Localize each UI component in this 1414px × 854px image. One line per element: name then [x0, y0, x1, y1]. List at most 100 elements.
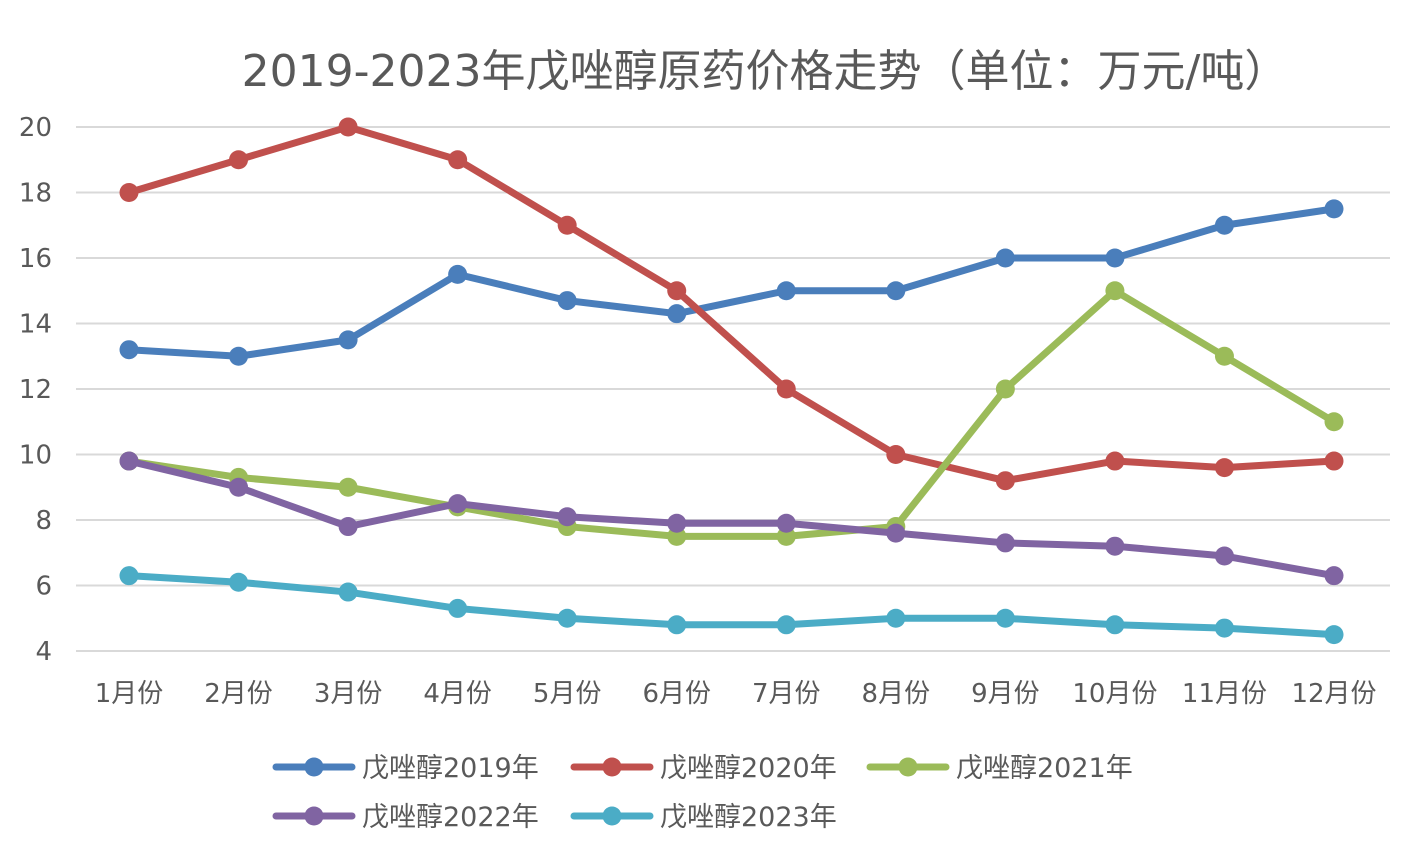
series-line [125, 572, 1338, 639]
data-point [776, 526, 796, 546]
y-tick-label: 16 [19, 244, 52, 274]
y-tick-label: 6 [35, 572, 52, 602]
data-point [1214, 458, 1234, 478]
x-tick-label: 2月份 [204, 679, 273, 709]
data-point [995, 248, 1015, 268]
data-point [119, 451, 139, 471]
data-point [338, 477, 358, 497]
series-line [125, 287, 1338, 540]
y-tick-label: 4 [35, 637, 52, 667]
data-point [1324, 625, 1344, 645]
x-tick-label: 6月份 [642, 679, 711, 709]
legend-swatch-marker [304, 757, 324, 777]
data-point [1214, 346, 1234, 366]
data-point [1105, 451, 1125, 471]
x-tick-label: 10月份 [1072, 679, 1157, 709]
legend-label: 戊唑醇2019年 [362, 753, 539, 784]
x-axis-tick-labels: 1月份 2月份 3月份 4月份 5月份 6月份 7月份 8月份 9月份 10月份 11月份 12月份 [95, 679, 1377, 709]
data-point [1105, 615, 1125, 635]
data-point [995, 379, 1015, 399]
data-point [448, 598, 468, 618]
data-point [119, 183, 139, 202]
data-point [1324, 451, 1344, 471]
data-point [776, 513, 796, 533]
x-tick-label: 11月份 [1182, 679, 1267, 709]
data-point [557, 507, 577, 527]
series-lines [119, 117, 1344, 645]
chart-title: 2019-2023年戊唑醇原药价格走势（单位：万元/吨） [242, 46, 1289, 97]
data-point [338, 330, 358, 350]
legend-label: 戊唑醇2023年 [660, 802, 837, 833]
series-3 [119, 281, 1344, 546]
data-point [1324, 566, 1344, 586]
x-tick-label: 1月份 [95, 679, 164, 709]
data-point [119, 340, 139, 360]
data-point [886, 608, 906, 628]
series-2 [119, 117, 1344, 491]
data-point [1214, 215, 1234, 235]
data-point [557, 608, 577, 628]
legend-swatch-marker [898, 757, 918, 777]
data-point [448, 494, 468, 514]
data-point [1324, 412, 1344, 432]
legend-label: 戊唑醇2020年 [660, 753, 837, 784]
data-point [995, 608, 1015, 628]
data-point [338, 582, 358, 602]
data-point [667, 615, 687, 635]
data-point [119, 566, 139, 586]
x-tick-label: 4月份 [423, 679, 492, 709]
data-point [338, 117, 358, 137]
legend-swatch-marker [602, 757, 622, 777]
data-point [995, 471, 1015, 491]
data-point [338, 517, 358, 537]
data-point [1214, 546, 1234, 566]
x-tick-label: 12月份 [1291, 679, 1376, 709]
data-point [886, 445, 906, 464]
data-point [1324, 199, 1344, 219]
legend-label: 戊唑醇2022年 [362, 802, 539, 833]
data-point [448, 264, 468, 284]
y-tick-label: 12 [19, 375, 52, 405]
data-point [667, 513, 687, 533]
legend-item: 戊唑醇2022年 [272, 802, 539, 833]
data-point [667, 304, 687, 324]
legend-item: 戊唑醇2023年 [570, 802, 837, 833]
data-point [886, 523, 906, 543]
data-point [776, 379, 796, 399]
data-point [995, 533, 1015, 553]
data-point [667, 281, 687, 301]
x-tick-label: 9月份 [971, 679, 1040, 709]
data-point [229, 150, 249, 170]
y-tick-label: 10 [19, 441, 52, 471]
y-tick-label: 8 [35, 506, 52, 536]
legend-label: 戊唑醇2021年 [956, 753, 1133, 784]
data-point [776, 281, 796, 301]
x-tick-label: 8月份 [862, 679, 931, 709]
data-point [557, 215, 577, 235]
legend-item: 戊唑醇2020年 [570, 753, 837, 784]
legend-item: 戊唑醇2019年 [272, 753, 539, 784]
series-1 [119, 199, 1344, 366]
data-point [776, 615, 796, 635]
data-point [229, 346, 249, 366]
series-line [125, 205, 1338, 360]
data-point [1214, 618, 1234, 638]
gridlines [76, 126, 1390, 652]
data-point [229, 477, 249, 497]
data-point [1105, 281, 1125, 301]
series-line [125, 457, 1338, 580]
series-line [125, 123, 1338, 485]
data-point [229, 572, 249, 592]
series-5 [119, 566, 1344, 645]
data-point [886, 281, 906, 301]
data-point [667, 526, 687, 546]
data-point [1105, 248, 1125, 268]
y-axis-tick-labels: 4 6 8 10 12 14 16 18 20 [19, 113, 52, 667]
y-tick-label: 20 [19, 113, 52, 143]
data-point [448, 150, 468, 170]
legend-swatch-marker [602, 806, 622, 826]
series-4 [119, 451, 1344, 586]
y-tick-label: 14 [19, 310, 52, 340]
